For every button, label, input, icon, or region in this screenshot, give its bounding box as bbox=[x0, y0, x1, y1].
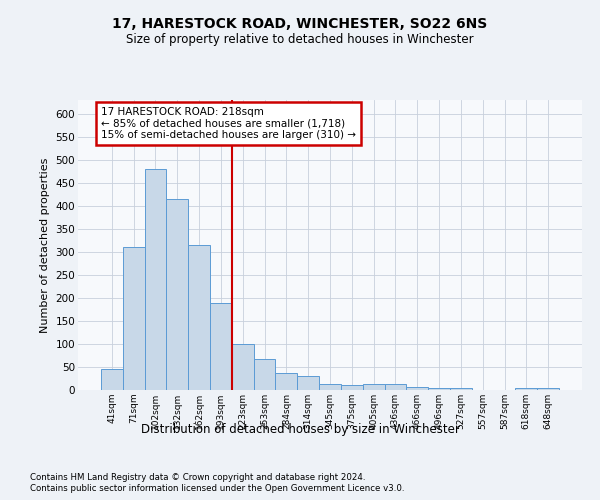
Bar bbox=[450, 388, 472, 390]
Bar bbox=[297, 376, 319, 390]
Bar bbox=[515, 388, 537, 390]
Text: Size of property relative to detached houses in Winchester: Size of property relative to detached ho… bbox=[126, 32, 474, 46]
Bar bbox=[319, 384, 341, 390]
Bar bbox=[166, 199, 188, 390]
Bar bbox=[101, 370, 123, 390]
Bar bbox=[428, 388, 450, 390]
Bar bbox=[145, 169, 166, 390]
Bar bbox=[275, 373, 297, 390]
Text: Contains HM Land Registry data © Crown copyright and database right 2024.: Contains HM Land Registry data © Crown c… bbox=[30, 472, 365, 482]
Text: Contains public sector information licensed under the Open Government Licence v3: Contains public sector information licen… bbox=[30, 484, 404, 493]
Bar bbox=[385, 384, 406, 390]
Bar bbox=[232, 344, 254, 390]
Bar bbox=[406, 387, 428, 390]
Bar bbox=[341, 386, 363, 390]
Bar bbox=[210, 302, 232, 390]
Bar bbox=[254, 358, 275, 390]
Bar bbox=[123, 248, 145, 390]
Text: Distribution of detached houses by size in Winchester: Distribution of detached houses by size … bbox=[140, 422, 460, 436]
Bar bbox=[537, 388, 559, 390]
Text: 17 HARESTOCK ROAD: 218sqm
← 85% of detached houses are smaller (1,718)
15% of se: 17 HARESTOCK ROAD: 218sqm ← 85% of detac… bbox=[101, 107, 356, 140]
Bar bbox=[363, 384, 385, 390]
Bar bbox=[188, 245, 210, 390]
Text: 17, HARESTOCK ROAD, WINCHESTER, SO22 6NS: 17, HARESTOCK ROAD, WINCHESTER, SO22 6NS bbox=[112, 18, 488, 32]
Y-axis label: Number of detached properties: Number of detached properties bbox=[40, 158, 50, 332]
